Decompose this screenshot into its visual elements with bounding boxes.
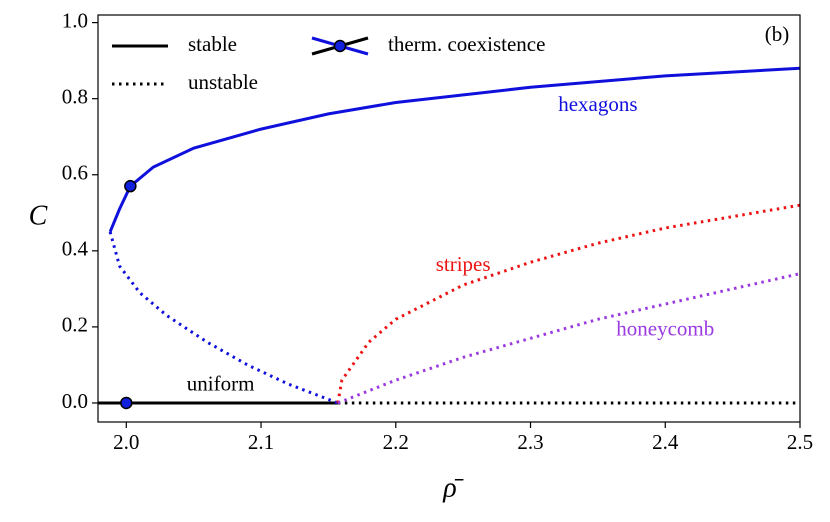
x-tick-label: 2.5: [787, 430, 813, 454]
y-tick-label: 0.0: [62, 389, 88, 413]
curve: [108, 66, 801, 233]
curve-label: uniform: [187, 372, 255, 396]
y-tick-label: 0.6: [62, 161, 88, 185]
x-tick-label: 2.2: [383, 430, 409, 454]
y-tick-label: 0.2: [62, 313, 88, 337]
panel-label: (b): [765, 22, 790, 46]
y-axis-label: C: [29, 200, 48, 231]
y-tick-label: 1.0: [62, 8, 88, 32]
coexistence-marker: [120, 396, 133, 410]
x-tick-label: 2.1: [248, 430, 274, 454]
curve-label: honeycomb: [616, 317, 714, 341]
x-tick-label: 2.3: [517, 430, 543, 454]
legend-label: unstable: [188, 70, 258, 94]
curve-label: stripes: [436, 252, 491, 276]
x-axis-label: ρ̄: [442, 472, 463, 503]
coexistence-marker: [124, 179, 137, 193]
x-tick-label: 2.0: [113, 430, 139, 454]
x-tick-label: 2.4: [652, 430, 679, 454]
curve-label: hexagons: [558, 92, 637, 116]
curve: [336, 203, 801, 404]
curve: [337, 272, 801, 405]
legend-label: stable: [188, 32, 237, 56]
curve: [108, 231, 339, 405]
legend-sample: [333, 39, 347, 53]
legend-label: therm. coexistence: [388, 32, 545, 56]
plot-frame: [97, 14, 801, 423]
y-tick-label: 0.4: [62, 237, 89, 261]
y-tick-label: 0.8: [62, 84, 88, 108]
